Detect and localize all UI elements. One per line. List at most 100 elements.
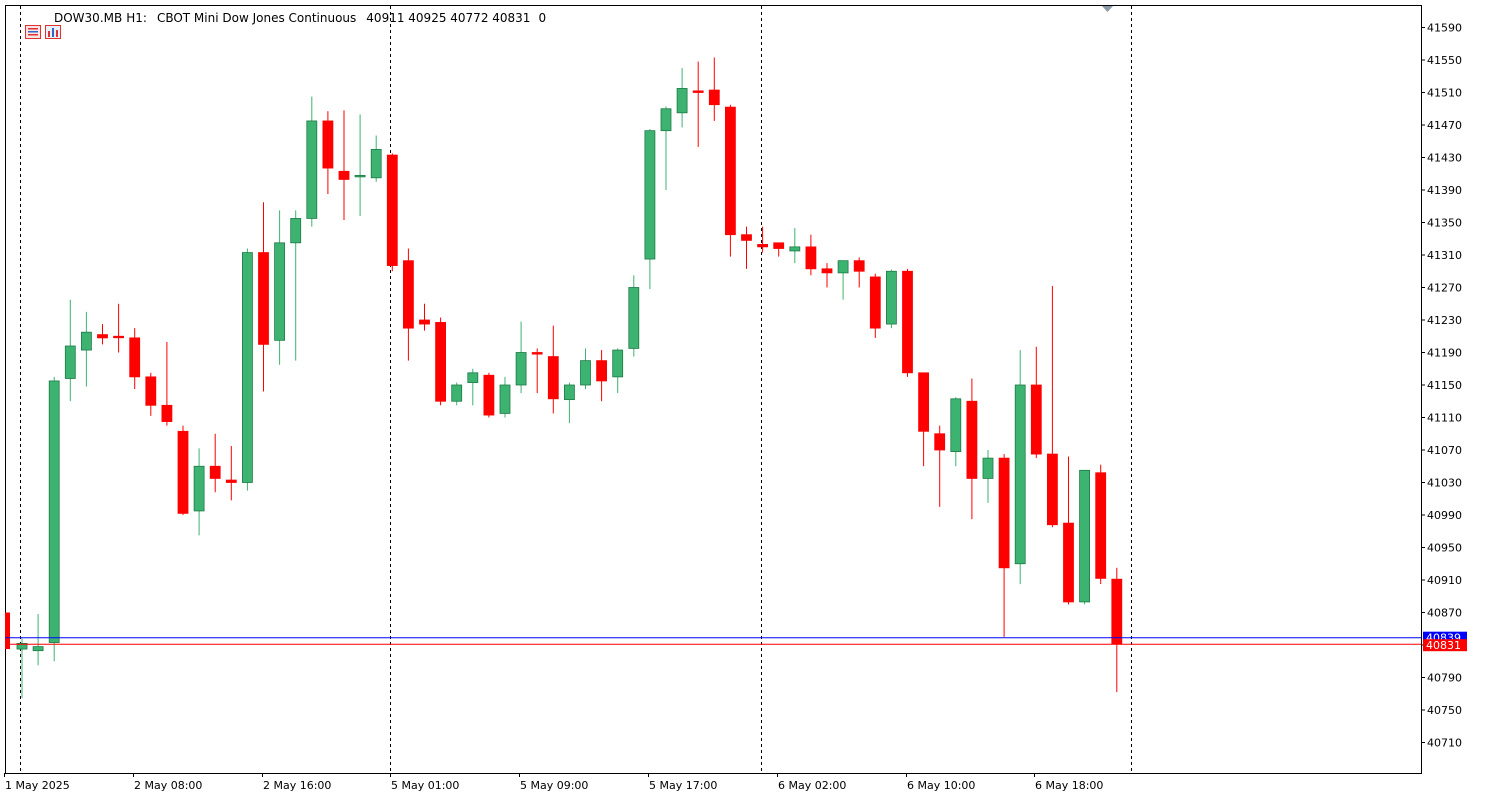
candle-body — [741, 234, 752, 241]
candle[interactable] — [193, 448, 205, 536]
y-tick-label: 40870 — [1427, 607, 1462, 620]
candle-body — [918, 372, 929, 432]
candle-body — [48, 380, 60, 643]
candle[interactable] — [16, 638, 28, 698]
candles[interactable] — [5, 57, 1123, 698]
candle[interactable] — [692, 61, 704, 147]
candle[interactable] — [1047, 285, 1058, 528]
candle[interactable] — [580, 348, 591, 390]
candle-body — [789, 246, 801, 252]
bid-price-tag — [1423, 639, 1467, 652]
candle-body — [290, 218, 302, 244]
candle[interactable] — [660, 106, 672, 190]
candle[interactable] — [402, 248, 414, 361]
candle-body — [982, 457, 994, 479]
candle[interactable] — [322, 111, 334, 195]
candle[interactable] — [306, 96, 318, 227]
candle[interactable] — [757, 226, 768, 253]
candle[interactable] — [869, 273, 881, 338]
candle[interactable] — [209, 433, 221, 493]
candle-body — [580, 360, 591, 386]
candle[interactable] — [145, 372, 157, 416]
candle[interactable] — [483, 372, 495, 418]
candle-body — [145, 376, 157, 406]
candle[interactable] — [499, 376, 511, 418]
y-tick-label: 40710 — [1427, 737, 1462, 750]
candle[interactable] — [676, 68, 688, 128]
candle[interactable] — [547, 325, 559, 414]
candle[interactable] — [113, 303, 124, 353]
candle[interactable] — [725, 104, 736, 257]
candle-body — [1095, 472, 1107, 579]
candle[interactable] — [290, 210, 302, 361]
candle[interactable] — [886, 269, 897, 329]
candle[interactable] — [48, 376, 60, 662]
candle-body — [1063, 522, 1074, 603]
candle-body — [1111, 578, 1123, 645]
candle[interactable] — [338, 110, 350, 221]
candle[interactable] — [902, 268, 913, 377]
candle[interactable] — [821, 263, 833, 288]
candle[interactable] — [419, 303, 430, 331]
candle[interactable] — [97, 324, 108, 345]
chart-window-icon[interactable] — [30, 11, 62, 39]
candle[interactable] — [370, 135, 382, 182]
candle[interactable] — [354, 114, 366, 216]
candle[interactable] — [950, 397, 962, 467]
candle[interactable] — [564, 382, 575, 424]
candle-body — [837, 260, 849, 274]
candle[interactable] — [644, 129, 656, 290]
candle[interactable] — [81, 311, 92, 387]
candle[interactable] — [837, 260, 849, 300]
candle[interactable] — [177, 425, 189, 515]
candle[interactable] — [805, 234, 817, 276]
candle[interactable] — [161, 341, 173, 426]
candle[interactable] — [773, 242, 785, 257]
candle[interactable] — [515, 321, 527, 394]
candle[interactable] — [998, 454, 1010, 637]
candle[interactable] — [934, 425, 946, 507]
candle-body — [757, 244, 768, 248]
candle-body — [370, 148, 382, 179]
candle[interactable] — [966, 378, 978, 520]
candle[interactable] — [64, 299, 76, 402]
candle[interactable] — [241, 248, 253, 491]
candle[interactable] — [258, 202, 269, 392]
candle[interactable] — [596, 350, 607, 402]
candle[interactable] — [225, 445, 237, 501]
y-tick-label: 40790 — [1427, 672, 1462, 685]
candle-body — [386, 154, 398, 266]
candle[interactable] — [789, 228, 801, 264]
candle[interactable] — [1014, 350, 1026, 585]
candle-body — [32, 646, 44, 652]
candle[interactable] — [274, 210, 286, 365]
candle[interactable] — [853, 257, 865, 288]
candle[interactable] — [467, 368, 479, 406]
candle-body — [258, 252, 269, 345]
candle[interactable] — [708, 57, 720, 121]
time-axis[interactable]: 1 May 2025 2 May 08:00 2 May 16:00 5 May 01… — [4, 773, 1104, 792]
chart-shift-marker[interactable] — [1102, 6, 1113, 12]
candle[interactable] — [451, 382, 463, 406]
candle[interactable] — [628, 275, 640, 357]
candle[interactable] — [612, 348, 624, 394]
candle[interactable] — [435, 317, 447, 406]
candle[interactable] — [1095, 464, 1107, 585]
candle[interactable] — [386, 153, 398, 272]
candle-body — [612, 349, 624, 378]
candle[interactable] — [531, 348, 543, 394]
description-label: CBOT Mini Dow Jones Continuous — [156, 11, 357, 25]
menu-icon[interactable] — [10, 11, 42, 39]
candle[interactable] — [918, 372, 929, 467]
candle[interactable] — [1063, 456, 1074, 605]
candle[interactable] — [741, 226, 752, 269]
candle[interactable] — [32, 614, 44, 666]
candle[interactable] — [1030, 346, 1042, 459]
candle-body — [644, 130, 656, 260]
candle[interactable] — [129, 328, 141, 390]
candle[interactable] — [982, 450, 994, 503]
candle[interactable] — [1079, 469, 1090, 605]
price-axis[interactable]: 41590 41550 41510 41470 41430 41390 41350 41310… — [1421, 22, 1462, 750]
timeframe-label: H1: — [126, 11, 147, 25]
